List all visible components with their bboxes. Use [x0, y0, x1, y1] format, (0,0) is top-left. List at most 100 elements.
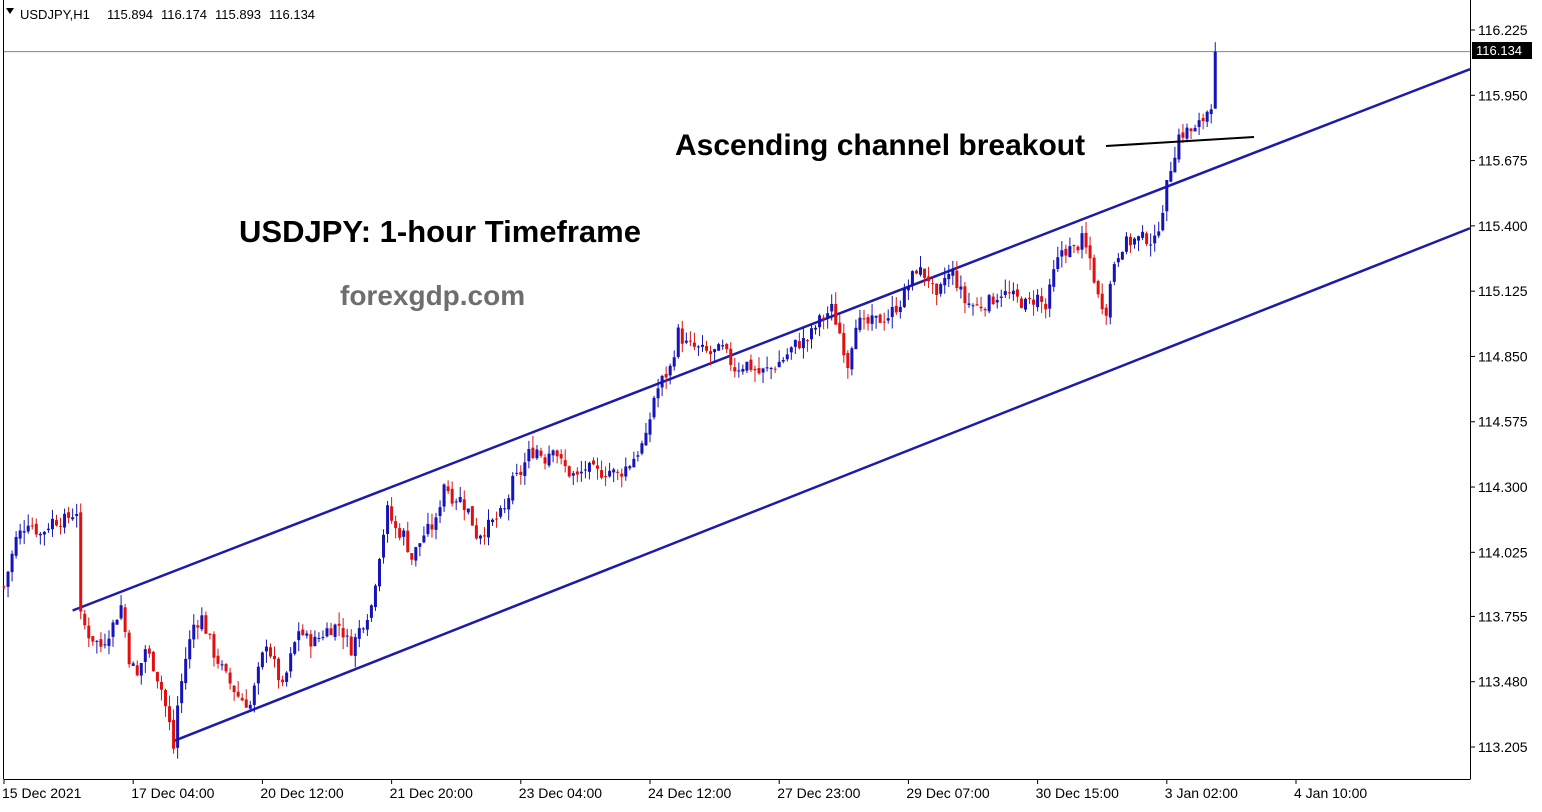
candle-body [305, 633, 309, 636]
candle-body [963, 286, 967, 304]
candle-body [939, 284, 943, 294]
candles [2, 42, 1217, 759]
candle-body [10, 553, 14, 573]
candle-body [1108, 283, 1112, 318]
x-tick-label: 21 Dec 20:00 [390, 785, 473, 801]
candle-body [482, 535, 486, 537]
candle-body [50, 518, 54, 530]
candle-body [777, 361, 781, 368]
candle-body [1141, 231, 1145, 238]
candle-body [1080, 233, 1084, 250]
candle-body [466, 508, 470, 513]
candle-body [260, 652, 264, 668]
candle-body [155, 672, 159, 682]
candle-body [591, 460, 595, 465]
candle-body [898, 306, 902, 313]
candle-body [1044, 303, 1048, 310]
candle-body [353, 637, 357, 656]
candle-body [729, 348, 733, 365]
candle-body [955, 270, 959, 289]
candle-body [539, 450, 543, 456]
candle-body [801, 338, 805, 349]
candle-body [277, 658, 281, 681]
x-tick-label: 23 Dec 04:00 [519, 785, 602, 801]
candle-body [608, 470, 612, 477]
candle-body [373, 585, 377, 608]
candle-body [345, 635, 349, 637]
candle-body [1092, 257, 1096, 283]
candle-body [967, 303, 971, 305]
x-tick-label: 27 Dec 23:00 [777, 785, 860, 801]
candle-body [1104, 307, 1108, 316]
y-tick-label: 115.125 [1478, 283, 1528, 299]
candle-body [1149, 244, 1153, 246]
candle-body [672, 357, 676, 367]
candle-body [83, 613, 87, 626]
candle-body [1116, 258, 1120, 263]
candle-body [188, 639, 192, 660]
candle-body [1088, 245, 1092, 259]
candle-body [773, 368, 777, 370]
candle-body [559, 454, 563, 459]
candle-body [503, 508, 507, 510]
candle-body [139, 663, 143, 676]
candle-body [321, 637, 325, 639]
x-tick-label: 29 Dec 07:00 [906, 785, 989, 801]
x-tick-label: 30 Dec 15:00 [1036, 785, 1119, 801]
y-tick-label: 115.675 [1478, 153, 1528, 169]
candle-body [426, 523, 430, 535]
candle-body [959, 286, 963, 290]
candle-body [519, 471, 523, 475]
dropdown-triangle-icon[interactable] [6, 8, 14, 14]
candle-body [1072, 245, 1076, 247]
candle-body [180, 681, 184, 704]
candle-body [684, 340, 688, 343]
candle-body [103, 644, 107, 646]
candle-body [34, 523, 38, 535]
candle-body [1076, 246, 1080, 251]
candle-body [1032, 299, 1036, 305]
candle-body [474, 525, 478, 539]
candle-body [1181, 132, 1185, 138]
candle-body [54, 520, 58, 526]
candle-body [636, 455, 640, 457]
candle-body [1028, 298, 1032, 300]
candle-body [769, 368, 773, 370]
candle-body [894, 305, 898, 313]
candle-body [624, 466, 628, 477]
candle-body [127, 632, 131, 665]
candle-body [995, 299, 999, 303]
candle-body [1161, 212, 1165, 231]
candle-body [1213, 51, 1217, 109]
candle-body [390, 506, 394, 521]
candle-body [1193, 127, 1197, 132]
candle-body [745, 361, 749, 371]
candle-body [410, 553, 414, 560]
candle-body [547, 453, 551, 466]
candle-body [462, 499, 466, 511]
candle-body [882, 321, 886, 323]
candle-body [688, 340, 692, 342]
candle-body [151, 651, 155, 672]
candle-body [834, 303, 838, 325]
candle-body [268, 647, 272, 657]
candle-body [147, 648, 151, 654]
candle-body [406, 530, 410, 553]
candle-body [531, 447, 535, 458]
candle-body [382, 534, 386, 558]
candle-body [620, 473, 624, 477]
candle-body [854, 327, 858, 350]
candle-body [377, 559, 381, 587]
candle-body [805, 340, 809, 342]
candle-body [168, 706, 172, 723]
candle-body [793, 339, 797, 347]
candle-body [438, 507, 442, 517]
candle-body [717, 344, 721, 351]
candle-body [87, 625, 91, 639]
candle-body [507, 498, 511, 510]
candle-body [927, 276, 931, 282]
candle-body [850, 348, 854, 370]
channel-line-upper [72, 68, 1471, 612]
current-price-tag [1472, 42, 1532, 59]
